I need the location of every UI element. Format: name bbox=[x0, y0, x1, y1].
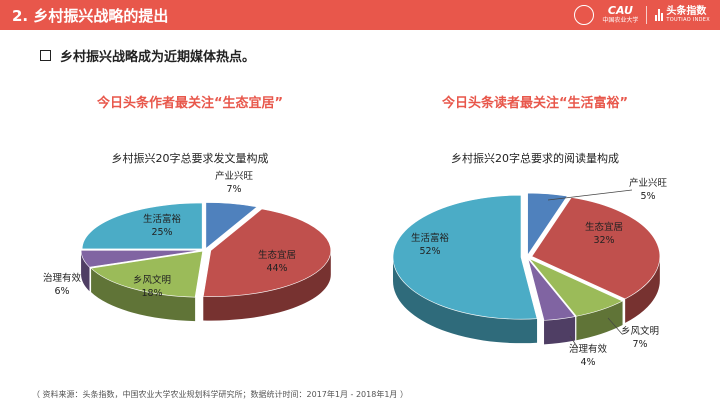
logo-divider bbox=[646, 6, 648, 24]
pie-label-产业兴旺: 产业兴旺 5% bbox=[629, 177, 668, 202]
pie-label-生态宜居: 生态宜居 32% bbox=[585, 221, 623, 246]
pie-slice-乡风文明 bbox=[529, 258, 624, 317]
pie-label-乡风文明: 乡风文明 7% bbox=[621, 325, 659, 350]
pie-slice-产业兴旺 bbox=[527, 192, 568, 257]
page-title: 2. 乡村振兴战略的提出 bbox=[12, 7, 169, 25]
bullet-text: 乡村振兴战略成为近期媒体热点。 bbox=[60, 50, 256, 65]
cau-logo-mark-icon: CAU bbox=[607, 4, 633, 17]
pie-slice-产业兴旺 bbox=[205, 202, 258, 250]
pie-slice-治理有效 bbox=[80, 249, 202, 268]
pie-side-治理有效 bbox=[81, 250, 90, 292]
pie-chart-0: 产业兴旺 7% 生态宜居 44% 乡风文明 18% 治理有效 6% 生活富裕 25% bbox=[43, 170, 332, 322]
bullet-point: 乡村振兴战略成为近期媒体热点。 bbox=[40, 46, 255, 65]
toutiao-index-name: 头条指数 bbox=[666, 6, 707, 17]
pie-label-乡风文明: 乡风文明 18% bbox=[133, 274, 171, 299]
pie-slice-生活富裕 bbox=[81, 202, 203, 250]
pie-slice-生态宜居 bbox=[531, 197, 661, 300]
left-chart-title: 乡村振兴20字总要求发文量构成 bbox=[111, 152, 269, 165]
header-bar: 2. 乡村振兴战略的提出 CAU 中国农业大学 头条指数 TOUTIAO IND… bbox=[0, 0, 720, 30]
pie-side-乡风文明 bbox=[576, 301, 623, 341]
pie-side-生活富裕 bbox=[393, 257, 538, 344]
leader-line bbox=[569, 335, 579, 349]
pie-side-治理有效 bbox=[544, 316, 576, 345]
bar-chart-icon bbox=[655, 9, 664, 21]
square-bullet-icon bbox=[40, 50, 51, 61]
leader-line bbox=[547, 189, 633, 201]
pie-side-乡风文明 bbox=[91, 268, 196, 322]
pie-label-生活富裕: 生活富裕 25% bbox=[143, 213, 182, 238]
right-chart-title: 乡村振兴20字总要求的阅读量构成 bbox=[451, 152, 619, 165]
source-footnote: （ 资料来源：头条指数，中国农业大学农业规划科学研究所；数据统计时间：2017年… bbox=[32, 390, 408, 399]
toutiao-index-logo: 头条指数 TOUTIAO INDEX bbox=[655, 6, 710, 24]
pie-label-生活富裕: 生活富裕 52% bbox=[411, 232, 450, 257]
pie-side-生态宜居 bbox=[625, 256, 660, 323]
pie-label-生态宜居: 生态宜居 44% bbox=[258, 249, 296, 274]
leader-line bbox=[607, 317, 623, 335]
pie-slice-乡风文明 bbox=[90, 250, 204, 298]
pie-side-生态宜居 bbox=[203, 250, 331, 321]
pie-slice-生活富裕 bbox=[392, 194, 538, 320]
pie-slice-生态宜居 bbox=[202, 208, 332, 297]
pie-chart-1: 产业兴旺 5%生态宜居 32% 乡风文明 7% 治理有效 4% 生活富裕 52% bbox=[392, 177, 668, 368]
logo-group: CAU 中国农业大学 头条指数 TOUTIAO INDEX bbox=[574, 3, 710, 27]
cau-logo: CAU 中国农业大学 bbox=[602, 5, 638, 25]
cau-logo-text: 中国农业大学 bbox=[602, 17, 639, 24]
right-subtitle: 今日头条读者最关注“生活富裕” bbox=[441, 96, 629, 111]
toutiao-index-en: TOUTIAO INDEX bbox=[666, 17, 710, 23]
left-subtitle: 今日头条作者最关注“生态宜居” bbox=[96, 96, 284, 111]
pie-label-产业兴旺: 产业兴旺 7% bbox=[215, 170, 254, 195]
pie-label-治理有效: 治理有效 4% bbox=[569, 343, 608, 368]
pie-label-治理有效: 治理有效 6% bbox=[43, 272, 82, 297]
pie-slice-治理有效 bbox=[527, 258, 576, 321]
university-seal-icon bbox=[574, 5, 595, 25]
